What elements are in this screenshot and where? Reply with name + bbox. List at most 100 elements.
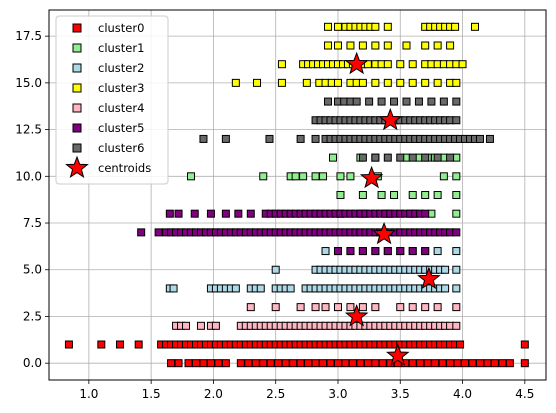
data-point [324,97,333,106]
data-point [358,191,367,199]
data-point [246,209,255,218]
data-point [433,191,442,199]
data-point [321,303,330,312]
legend-label: centroids [98,161,151,175]
legend-label: cluster4 [98,101,144,115]
data-point [433,247,442,256]
data-point [137,228,146,237]
x-tick-label: 2.5 [266,387,285,401]
data-point [358,78,367,87]
data-point [336,191,345,199]
data-point [333,303,342,312]
data-point [475,359,484,368]
data-point [452,284,461,293]
y-axis: 0.0 2.5 5.0 7.5 10.0 12.5 15.0 17.5 [15,29,49,370]
data-point [371,247,380,256]
data-point [371,303,380,312]
legend-label: cluster2 [98,61,144,75]
data-point [446,359,455,368]
data-point [505,359,514,368]
data-point [324,22,333,31]
data-point [211,321,220,330]
data-point [97,340,106,349]
data-point [234,209,243,218]
legend-label: cluster5 [98,121,144,135]
data-point [271,303,280,312]
data-point [468,359,477,368]
data-point [206,209,215,218]
data-point [281,359,290,368]
data-point [358,247,367,256]
data-point [452,209,461,218]
data-point [452,97,461,106]
x-tick-label: 4.5 [515,387,534,401]
data-point [286,284,295,293]
data-point [196,321,205,330]
data-point [319,359,328,368]
data-point [452,303,461,312]
data-point [421,78,430,87]
legend-marker [72,63,82,73]
data-point [371,22,380,31]
centroid-star [385,343,410,366]
data-point [296,303,305,312]
data-point [441,284,450,293]
data-point [451,22,460,31]
data-point [271,265,280,274]
data-point [452,228,461,237]
data-point [396,60,405,69]
data-point [352,97,361,106]
data-point [439,172,448,181]
data-point [329,153,337,162]
data-point [169,284,178,293]
data-point [154,228,163,237]
data-point [311,172,320,181]
legend-marker [72,43,82,53]
plot-frame [48,9,547,381]
data-point [302,78,311,87]
data-point [253,78,262,87]
x-tick-label: 2.0 [204,387,223,401]
data-point [396,153,405,162]
data-point [321,247,330,256]
data-point [416,359,425,368]
data-point [421,303,430,312]
data-point [423,359,432,368]
x-axis: 1.0 1.5 2.0 2.5 3.0 3.5 4.0 4.5 [79,380,534,401]
data-point [485,134,494,143]
y-tick-label: 7.5 [23,216,42,230]
y-tick-label: 0.0 [23,356,42,370]
data-point [356,359,365,368]
data-point [346,303,355,312]
data-point [402,97,411,106]
data-point [221,209,230,218]
data-point [383,153,392,162]
series-cluster1 [187,153,461,218]
data-point [396,303,405,312]
data-point [319,172,328,181]
data-point [184,359,193,368]
data-point [377,191,386,199]
centroid-star [372,221,396,245]
data-point [441,265,450,274]
data-point [221,134,230,143]
y-tick-label: 10.0 [15,169,42,183]
legend-marker [72,23,82,33]
data-point [187,172,195,181]
data-point [358,303,367,312]
data-point [408,359,417,368]
data-point [214,359,223,368]
data-point [191,359,200,368]
data-point [483,359,492,368]
data-point [408,303,417,312]
data-point [221,359,230,368]
x-tick-label: 1.5 [142,387,161,401]
data-point [458,60,467,69]
data-point [346,41,355,50]
centroid-star [344,51,369,75]
data-point [289,359,298,368]
centroid-star [359,165,384,189]
x-tick-label: 3.0 [328,387,347,401]
data-point [174,359,183,368]
data-point [371,359,380,368]
